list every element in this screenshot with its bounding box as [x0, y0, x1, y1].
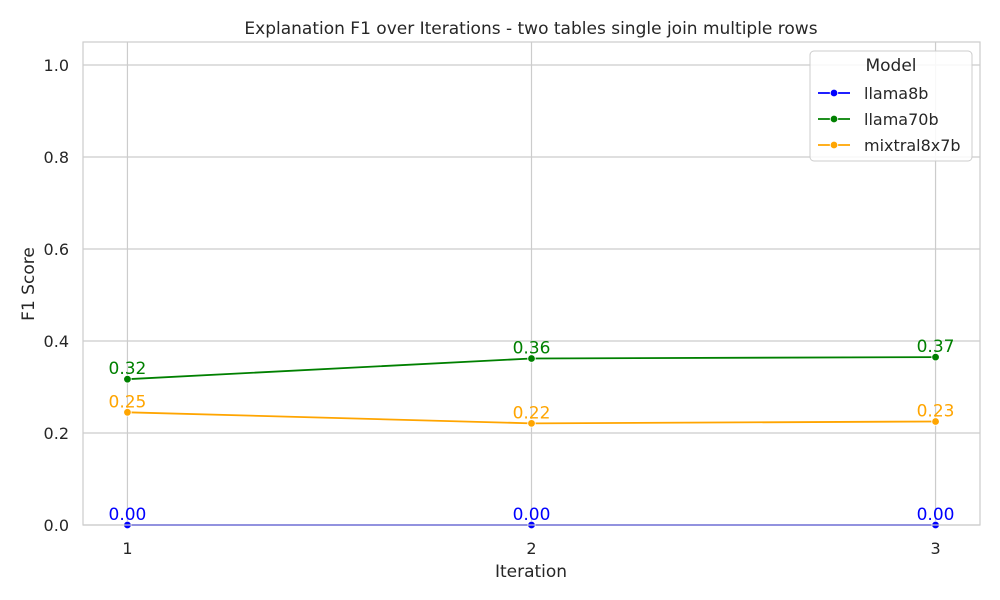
- y-tick-label: 0.0: [44, 516, 69, 535]
- data-point-mixtral8x7b: [527, 419, 536, 428]
- plot-frame: [82, 41, 981, 526]
- data-label-llama70b: 0.36: [513, 338, 551, 358]
- y-tick-label: 0.6: [44, 240, 69, 259]
- data-label-llama8b: 0.00: [917, 505, 955, 525]
- data-label-llama8b: 0.00: [109, 505, 147, 525]
- legend-marker-mixtral8x7b: [829, 140, 839, 150]
- legend: Model llama8b llama70b mixtral8x7b: [809, 50, 973, 162]
- data-point-mixtral8x7b: [931, 417, 940, 426]
- y-tick-labels: 0.0 0.2 0.4 0.6 0.8 1.0: [44, 56, 69, 535]
- chart-title: Explanation F1 over Iterations - two tab…: [244, 19, 817, 39]
- x-tick-labels: 1 2 3: [122, 539, 940, 558]
- x-tick-label: 2: [526, 539, 536, 558]
- y-axis-title: F1 Score: [19, 247, 39, 321]
- data-point-llama70b: [931, 352, 940, 362]
- legend-marker-llama70b: [829, 114, 839, 124]
- data-point-llama70b: [123, 374, 132, 384]
- legend-marker-llama8b: [829, 88, 839, 98]
- legend-title: Model: [865, 56, 916, 76]
- data-label-llama8b: 0.00: [513, 505, 551, 525]
- y-tick-label: 0.2: [44, 424, 69, 443]
- y-tick-label: 0.4: [44, 332, 69, 351]
- y-tick-label: 0.8: [44, 148, 69, 167]
- y-tick-label: 1.0: [44, 56, 69, 75]
- data-label-mixtral8x7b: 0.25: [109, 392, 147, 412]
- x-tick-label: 3: [930, 539, 940, 558]
- data-label-llama70b: 0.37: [917, 337, 955, 357]
- data-label-llama70b: 0.32: [109, 359, 147, 379]
- x-axis-title: Iteration: [495, 562, 567, 582]
- data-point-mixtral8x7b: [123, 408, 132, 417]
- legend-box: [809, 50, 973, 162]
- data-point-llama70b: [527, 354, 536, 363]
- x-tick-label: 1: [122, 539, 132, 558]
- data-labels: 0.00 0.00 0.00 0.32 0.36 0.37 0.25 0.22 0.23: [109, 337, 955, 525]
- data-label-mixtral8x7b: 0.22: [513, 403, 551, 423]
- legend-label-mixtral8x7b: mixtral8x7b: [864, 136, 961, 155]
- legend-label-llama70b: llama70b: [864, 110, 939, 129]
- data-label-mixtral8x7b: 0.23: [917, 402, 955, 422]
- legend-label-llama8b: llama8b: [864, 84, 928, 103]
